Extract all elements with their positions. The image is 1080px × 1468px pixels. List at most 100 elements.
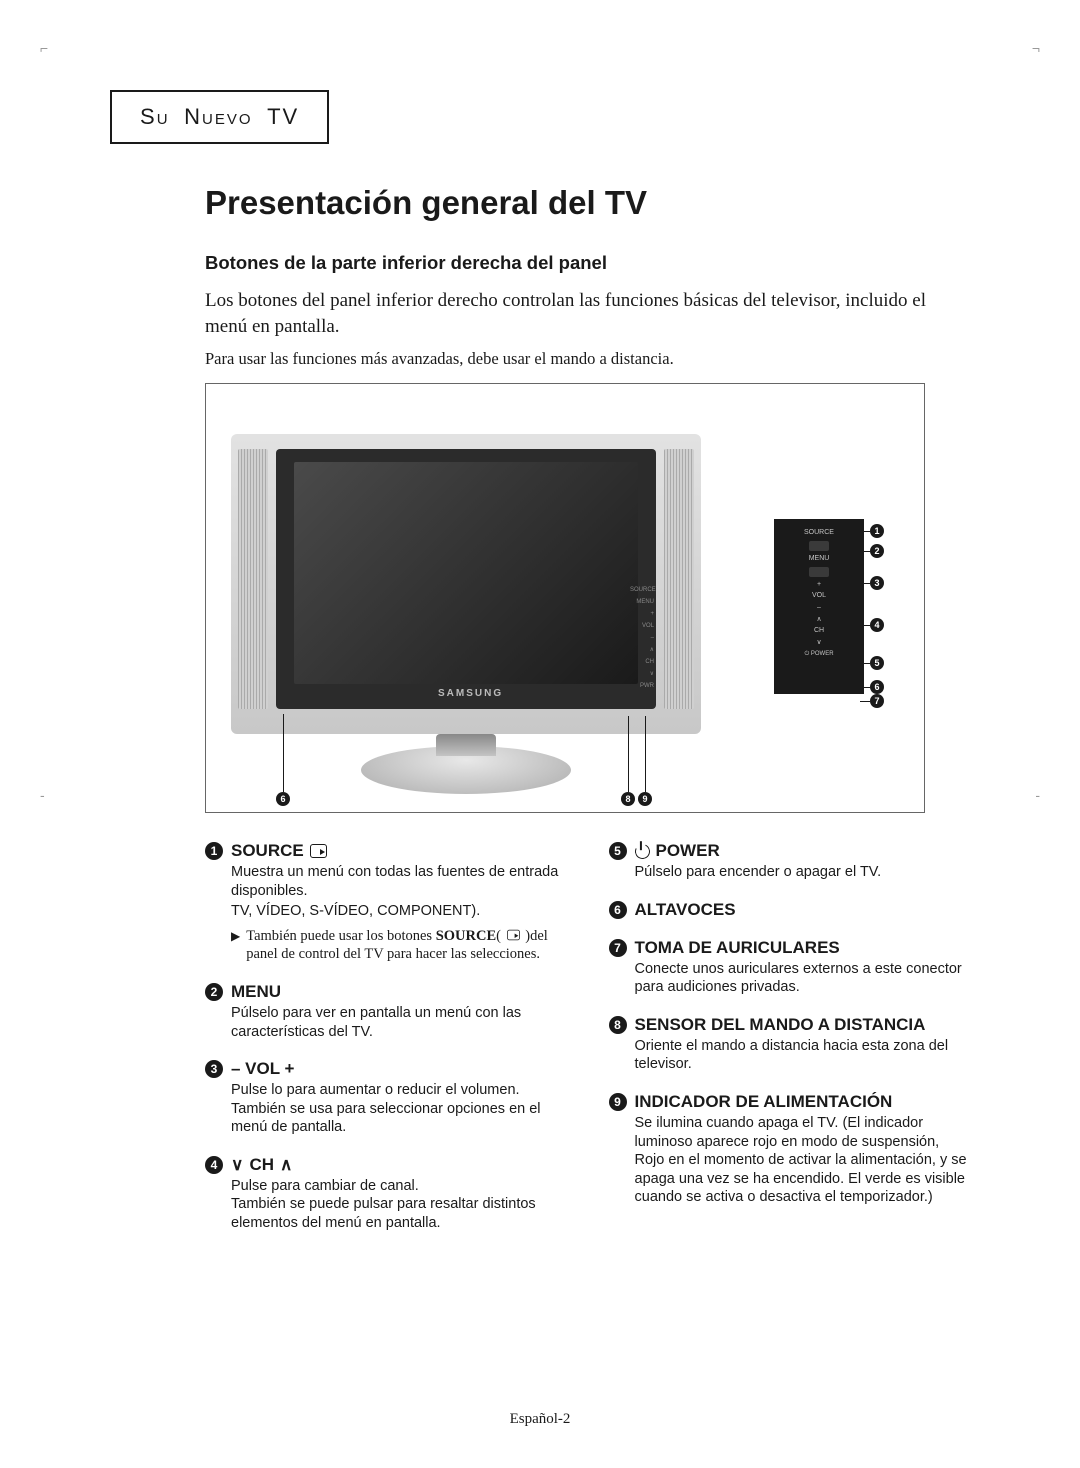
- desc-item-6: 6 ALTAVOCES: [609, 900, 971, 920]
- desc-title-6: ALTAVOCES: [635, 900, 971, 920]
- note-arrow-icon: ▶: [231, 929, 240, 943]
- desc-body-2: MENUPúlselo para ver en pantalla un menú…: [231, 982, 567, 1041]
- desc-body-6: ALTAVOCES: [635, 900, 971, 920]
- page-subtitle: Botones de la parte inferior derecha del…: [205, 252, 970, 274]
- tv-speaker-grille-left: [238, 449, 268, 709]
- desc-item-7: 7 TOMA DE AURICULARESConecte unos auricul…: [609, 938, 971, 997]
- ctrl-menu-btn: [809, 567, 829, 577]
- desc-item-9: 9 INDICADOR DE ALIMENTACIÓNSe ilumina cua…: [609, 1092, 971, 1207]
- ctrl-chdown: ∨: [774, 639, 864, 647]
- desc-title-7: TOMA DE AURICULARES: [635, 938, 971, 958]
- intro-paragraph: Los botones del panel inferior derecho c…: [205, 288, 950, 339]
- tv-side-button-labels: SOURCEMENU+VOL–∧CH∨PWR: [630, 584, 654, 692]
- desc-body-7: TOMA DE AURICULARESConecte unos auricula…: [635, 938, 971, 997]
- desc-text-4: Pulse para cambiar de canal. También se …: [231, 1177, 567, 1233]
- desc-item-2: 2 MENUPúlselo para ver en pantalla un men…: [205, 982, 567, 1041]
- desc-num-4: 4: [205, 1156, 223, 1174]
- desc-text-9: Se ilumina cuando apaga el TV. (El indic…: [635, 1114, 971, 1207]
- ctrl-volplus: +: [774, 581, 864, 589]
- desc-title-2: MENU: [231, 982, 567, 1002]
- desc-item-8: 8 SENSOR DEL MANDO A DISTANCIAOriente el …: [609, 1015, 971, 1074]
- ctrl-menu-label: MENU: [774, 555, 864, 563]
- tv-illustration-frame: SAMSUNG SOURCEMENU+VOL–∧CH∨PWR SOURCE ME…: [205, 383, 925, 813]
- crop-mark-bl: -: [40, 787, 45, 803]
- desc-text2-1: TV, VÍDEO, S-VÍDEO, COMPONENT).: [231, 902, 567, 921]
- section-header-text: SU NUEVO TV: [140, 108, 299, 129]
- leader-line: [860, 531, 870, 532]
- leader-line: [860, 687, 870, 688]
- desc-item-3: 3 – VOL +Pulse lo para aumentar o reducir…: [205, 1059, 567, 1137]
- desc-text-5: Púlselo para encender o apagar el TV.: [635, 863, 971, 882]
- desc-title-3: – VOL +: [231, 1059, 567, 1079]
- crop-mark-tr: ¬: [1032, 40, 1040, 56]
- ctrl-chup: ∧: [774, 616, 864, 624]
- tv-speaker-grille-right: [664, 449, 694, 709]
- callout-number-9: 9: [638, 792, 652, 806]
- desc-num-5: 5: [609, 842, 627, 860]
- crop-mark-br: -: [1035, 787, 1040, 803]
- desc-text-7: Conecte unos auriculares externos a este…: [635, 960, 971, 997]
- desc-body-9: INDICADOR DE ALIMENTACIÓNSe ilumina cuan…: [635, 1092, 971, 1207]
- desc-num-3: 3: [205, 1060, 223, 1078]
- leader-line: [860, 583, 870, 584]
- source-icon: [507, 930, 520, 941]
- desc-title-9: INDICADOR DE ALIMENTACIÓN: [635, 1092, 971, 1112]
- page-title: Presentación general del TV: [205, 184, 970, 222]
- desc-body-5: POWER Púlselo para encender o apagar el T…: [635, 841, 971, 882]
- leader-line: [283, 714, 284, 792]
- callout-number-8: 8: [621, 792, 635, 806]
- desc-text-1: Muestra un menú con todas las fuentes de…: [231, 863, 567, 900]
- leader-line: [860, 625, 870, 626]
- desc-title-5: POWER: [635, 841, 971, 861]
- tv-screen: [294, 462, 638, 684]
- callout-number-6: 6: [276, 792, 290, 806]
- callout-number-6: 6: [870, 680, 884, 694]
- desc-num-6: 6: [609, 901, 627, 919]
- power-icon: [632, 842, 651, 861]
- desc-note-1: ▶ También puede usar los botones SOURCE( …: [231, 927, 567, 964]
- tv-stand-neck: [436, 734, 496, 756]
- note-text-1: También puede usar los botones SOURCE( )…: [246, 927, 566, 964]
- desc-title-1: SOURCE: [231, 841, 567, 861]
- desc-num-9: 9: [609, 1093, 627, 1111]
- desc-item-4: 4 ∨ CH ∧Pulse para cambiar de canal. Tamb…: [205, 1155, 567, 1233]
- desc-title-4: ∨ CH ∧: [231, 1155, 567, 1175]
- tv-brand-logo: SAMSUNG: [438, 688, 503, 699]
- callout-number-3: 3: [870, 576, 884, 590]
- ctrl-vol: VOL: [774, 592, 864, 600]
- desc-right-column: 5 POWER Púlselo para encender o apagar el …: [609, 841, 971, 1250]
- ctrl-source-btn: [809, 541, 829, 551]
- desc-item-5: 5 POWER Púlselo para encender o apagar el …: [609, 841, 971, 882]
- desc-body-8: SENSOR DEL MANDO A DISTANCIAOriente el m…: [635, 1015, 971, 1074]
- callout-number-1: 1: [870, 524, 884, 538]
- intro-subparagraph: Para usar las funciones más avanzadas, d…: [205, 349, 970, 369]
- descriptions-grid: 1 SOURCEMuestra un menú con todas las fue…: [205, 841, 970, 1250]
- desc-item-1: 1 SOURCEMuestra un menú con todas las fue…: [205, 841, 567, 964]
- desc-num-1: 1: [205, 842, 223, 860]
- desc-text-2: Púlselo para ver en pantalla un menú con…: [231, 1004, 567, 1041]
- callout-number-5: 5: [870, 656, 884, 670]
- desc-num-2: 2: [205, 983, 223, 1001]
- desc-num-7: 7: [609, 939, 627, 957]
- leader-line: [860, 551, 870, 552]
- ctrl-source-label: SOURCE: [774, 529, 864, 537]
- ctrl-volminus: –: [774, 604, 864, 612]
- desc-text-3: Pulse lo para aumentar o reducir el volu…: [231, 1081, 567, 1137]
- ctrl-ch: CH: [774, 627, 864, 635]
- ctrl-power-label: ⏻ POWER: [774, 651, 864, 658]
- desc-body-1: SOURCEMuestra un menú con todas las fuen…: [231, 841, 567, 964]
- leader-line: [860, 663, 870, 664]
- callout-number-2: 2: [870, 544, 884, 558]
- leader-line: [860, 701, 870, 702]
- desc-left-column: 1 SOURCEMuestra un menú con todas las fue…: [205, 841, 567, 1250]
- page-footer: Español-2: [0, 1411, 1080, 1428]
- desc-title-8: SENSOR DEL MANDO A DISTANCIA: [635, 1015, 971, 1035]
- desc-body-3: – VOL +Pulse lo para aumentar o reducir …: [231, 1059, 567, 1137]
- control-panel-magnified: SOURCE MENU + VOL – ∧ CH ∨ ⏻ POWER: [774, 519, 864, 694]
- leader-line: [628, 716, 629, 792]
- source-icon: [310, 844, 327, 858]
- callout-number-7: 7: [870, 694, 884, 708]
- desc-text-8: Oriente el mando a distancia hacia esta …: [635, 1037, 971, 1074]
- desc-num-8: 8: [609, 1016, 627, 1034]
- desc-body-4: ∨ CH ∧Pulse para cambiar de canal. Tambi…: [231, 1155, 567, 1233]
